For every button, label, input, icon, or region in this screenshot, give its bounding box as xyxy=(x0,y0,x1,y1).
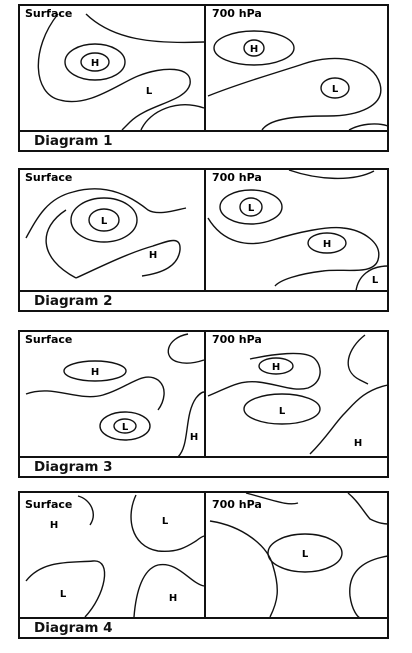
caption-text: Diagram 1 xyxy=(34,133,113,149)
pressure-label: L xyxy=(122,422,129,433)
isobar xyxy=(70,197,138,243)
isobar xyxy=(219,189,283,225)
diagram-4: Surface 700 hPa H L L H L Diagram 4 xyxy=(18,491,389,639)
isobar xyxy=(25,560,106,618)
diagram-3-frame xyxy=(18,330,389,458)
diagram-2-caption: Diagram 2 xyxy=(18,292,389,312)
isobar xyxy=(77,495,94,526)
isobar xyxy=(25,376,165,411)
isobar xyxy=(239,197,263,217)
pressure-label: L xyxy=(302,549,309,560)
diagram-1-isobars xyxy=(37,13,389,131)
isobar xyxy=(133,563,205,618)
isobar xyxy=(243,39,265,57)
isobar xyxy=(207,217,380,287)
diagram-2-frame xyxy=(18,168,389,292)
isobar xyxy=(245,492,299,505)
isobar xyxy=(130,494,205,553)
pressure-label: L xyxy=(279,406,286,417)
isobar xyxy=(309,384,389,455)
isobar xyxy=(258,357,294,375)
diagram-4-maps: Surface 700 hPa H L L H L xyxy=(18,491,389,619)
isobar xyxy=(209,520,278,618)
diagram-4-isobars xyxy=(25,492,389,619)
diagram-4-frame xyxy=(18,491,389,619)
pressure-label: H xyxy=(91,367,99,378)
panel-title: Surface xyxy=(25,498,72,511)
isobar xyxy=(349,555,389,619)
diagram-3-isobars xyxy=(25,333,389,458)
isobar xyxy=(267,533,343,573)
diagram-1-frame xyxy=(18,4,389,132)
diagram-2-maps: Surface 700 hPa L H L H L xyxy=(18,168,389,292)
isobar xyxy=(37,13,191,131)
isobar xyxy=(63,360,127,382)
pressure-label: H xyxy=(169,593,177,604)
isobar xyxy=(243,393,321,425)
isobar xyxy=(99,411,151,441)
panel-title: Surface xyxy=(25,333,72,346)
diagram-3-caption: Diagram 3 xyxy=(18,458,389,478)
pressure-label: L xyxy=(162,516,169,527)
isobar xyxy=(307,232,347,254)
isobar xyxy=(88,208,120,232)
panel-title: 700 hPa xyxy=(212,498,262,511)
diagram-3-maps: Surface 700 hPa H L H H L H xyxy=(18,330,389,458)
diagram-2-isobars xyxy=(25,169,389,292)
diagram-1-maps: Surface 700 hPa H L H L xyxy=(18,4,389,132)
pressure-label: H xyxy=(149,250,157,261)
isobar xyxy=(347,492,389,525)
diagram-2: Surface 700 hPa L H L H L Diagram 2 xyxy=(18,168,389,312)
pressure-label: L xyxy=(248,203,255,214)
panel-title: 700 hPa xyxy=(212,333,262,346)
diagram-4-caption: Diagram 4 xyxy=(18,619,389,639)
pressure-label: L xyxy=(146,86,153,97)
caption-text: Diagram 2 xyxy=(34,293,113,309)
diagram-3: Surface 700 hPa H L H H L H Diagram 3 xyxy=(18,330,389,478)
pressure-label: H xyxy=(354,438,362,449)
isobar xyxy=(355,265,389,292)
caption-text: Diagram 3 xyxy=(34,459,113,475)
isobar xyxy=(207,57,382,131)
panel-title: 700 hPa xyxy=(212,171,262,184)
isobar xyxy=(288,169,375,180)
isobar xyxy=(80,52,110,72)
pressure-label: L xyxy=(60,589,67,600)
isobar xyxy=(25,188,187,239)
diagram-1: Surface 700 hPa H L H L Diagram 1 xyxy=(18,4,389,152)
isobar xyxy=(45,209,77,279)
pressure-label: H xyxy=(91,58,99,69)
pressure-label: H xyxy=(50,520,58,531)
isobar xyxy=(177,391,205,458)
pressure-label: L xyxy=(372,275,379,286)
isobar xyxy=(140,104,205,131)
isobar xyxy=(167,333,205,364)
isobar xyxy=(75,239,181,279)
isobar xyxy=(348,123,389,131)
panel-title: Surface xyxy=(25,171,72,184)
panel-title: Surface xyxy=(25,7,72,20)
pressure-label: H xyxy=(190,432,198,443)
panel-title: 700 hPa xyxy=(212,7,262,20)
pressure-label: L xyxy=(101,216,108,227)
pressure-label: H xyxy=(323,239,331,250)
pressure-label: L xyxy=(332,84,339,95)
isobar xyxy=(85,13,205,44)
pressure-label: H xyxy=(272,362,280,373)
diagram-1-caption: Diagram 1 xyxy=(18,132,389,152)
isobar xyxy=(113,418,137,434)
isobar xyxy=(347,334,369,385)
isobar xyxy=(207,352,321,397)
isobar xyxy=(213,30,295,66)
isobar xyxy=(64,43,126,81)
isobar xyxy=(320,77,350,99)
pressure-label: H xyxy=(250,44,258,55)
caption-text: Diagram 4 xyxy=(34,620,113,636)
